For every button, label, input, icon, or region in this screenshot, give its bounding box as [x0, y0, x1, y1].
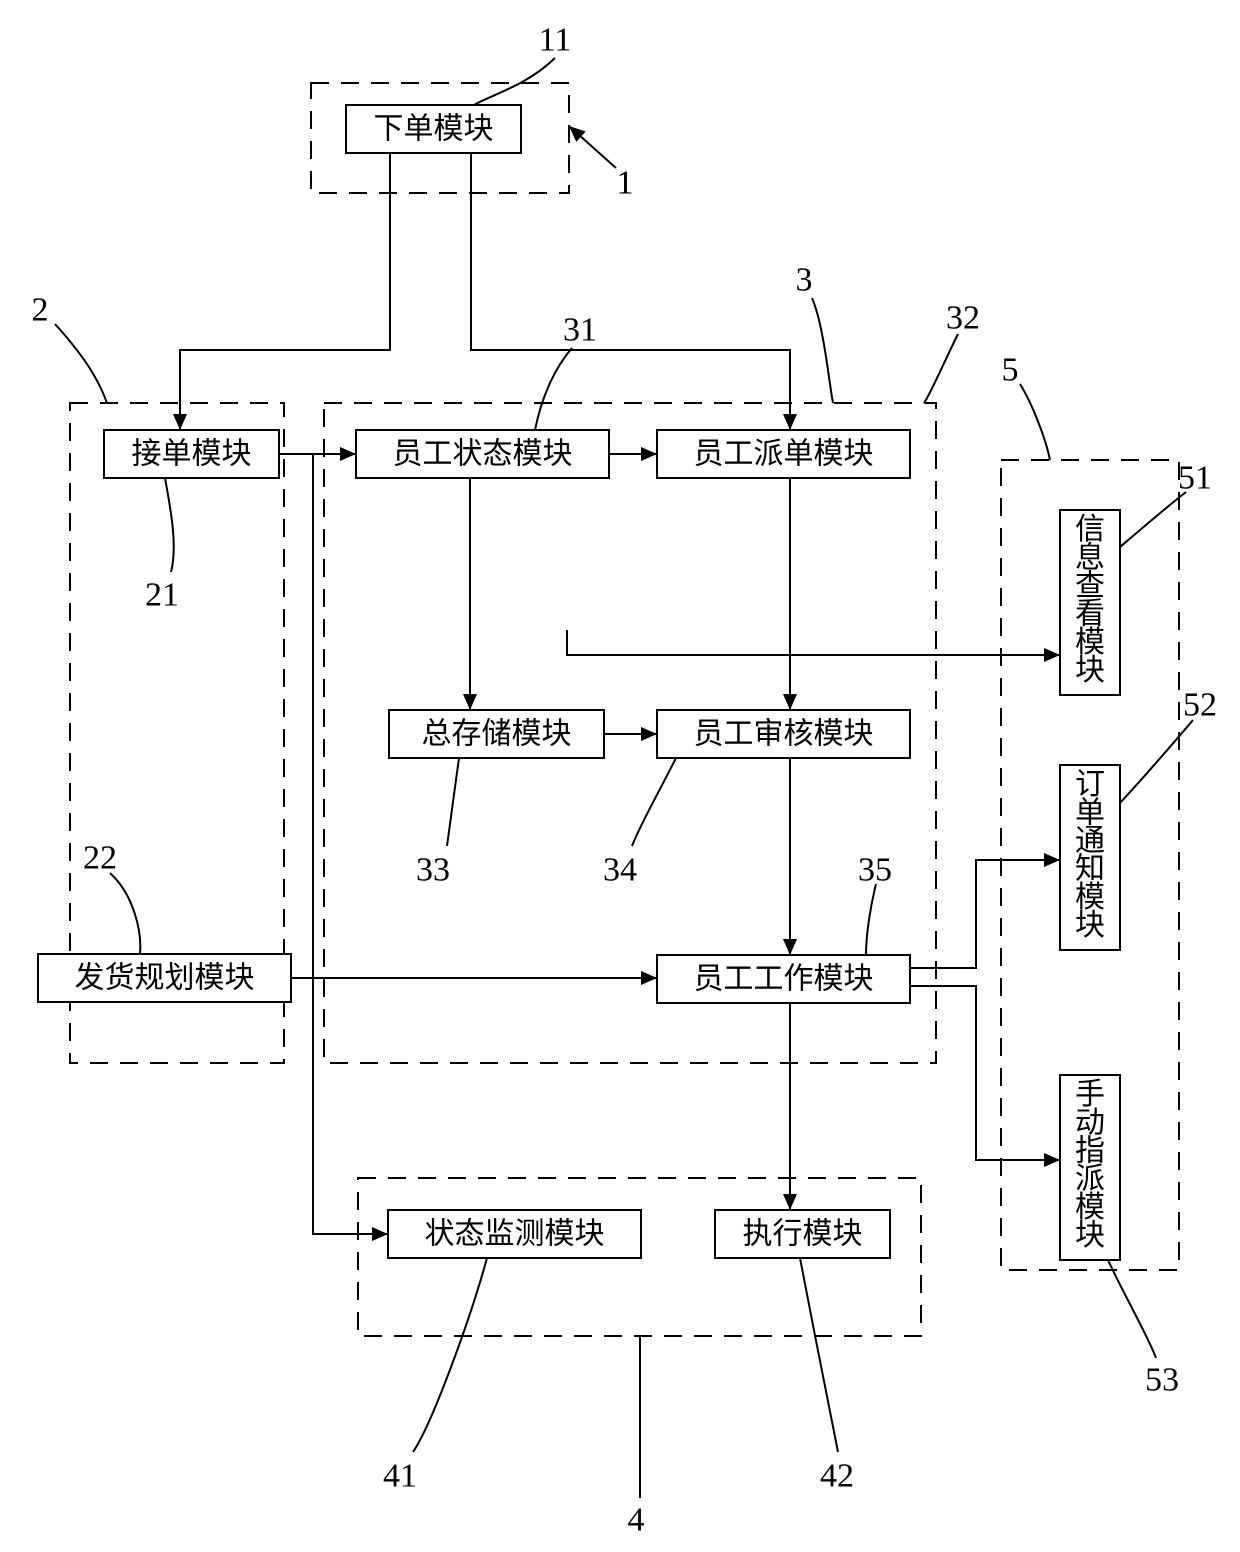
callout-num-32: 32	[946, 300, 980, 337]
callout-num-41: 41	[383, 1458, 417, 1495]
node-label-n52: 订单通知模块	[1075, 768, 1105, 942]
node-label-n53: 手动指派模块	[1075, 1078, 1105, 1252]
callout-num-4: 4	[628, 1502, 645, 1539]
node-label-n21: 接单模块	[132, 438, 252, 471]
node-label-n32: 员工派单模块	[694, 438, 874, 471]
node-label-n11: 下单模块	[374, 113, 494, 146]
callout-num-3: 3	[796, 262, 813, 299]
node-label-n35: 员工工作模块	[694, 963, 874, 996]
node-label-n33: 总存储模块	[422, 718, 572, 751]
callout-num-52: 52	[1183, 687, 1217, 724]
callout-num-5: 5	[1002, 352, 1019, 389]
node-label-n34: 员工审核模块	[694, 718, 874, 751]
node-label-n51: 信息查看模块	[1075, 513, 1105, 687]
callout-num-22: 22	[83, 840, 117, 877]
callout-num-53: 53	[1145, 1362, 1179, 1399]
callout-num-31: 31	[563, 312, 597, 349]
callout-num-21: 21	[145, 577, 179, 614]
callout-num-51: 51	[1178, 460, 1212, 497]
callout-num-33: 33	[416, 852, 450, 889]
callout-num-34: 34	[603, 852, 637, 889]
node-label-n31: 员工状态模块	[393, 438, 573, 471]
callout-num-11: 11	[539, 22, 572, 59]
node-label-n41: 状态监测模块	[425, 1218, 605, 1251]
node-label-n22: 发货规划模块	[75, 962, 255, 995]
callout-num-42: 42	[820, 1458, 854, 1495]
callout-num-2: 2	[32, 292, 49, 329]
callout-num-35: 35	[858, 852, 892, 889]
group-num-1: 1	[617, 165, 634, 202]
node-label-n42: 执行模块	[743, 1218, 863, 1251]
